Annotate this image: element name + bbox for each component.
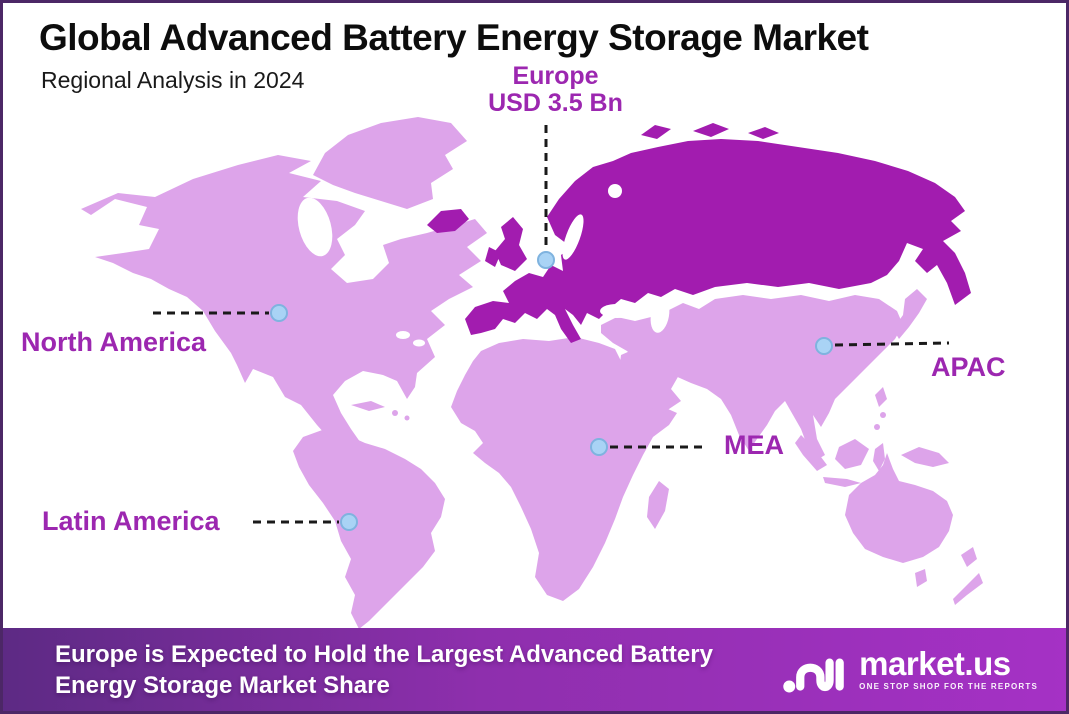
philippines [875,387,887,407]
madagascar [647,481,669,529]
arabian-peninsula [619,347,681,413]
bottom-banner: Europe is Expected to Hold the Largest A… [3,628,1066,711]
caspian-sea [650,297,670,333]
region-label-latin-america: Latin America [42,506,220,536]
ireland [485,247,501,267]
region-europe-russia-highlight [427,123,971,343]
region-label-europe-value: USD 3.5 Bn [488,89,623,117]
region-label-north-america: North America [21,327,207,357]
pin-europe [537,251,555,269]
region-label-europe-name: Europe [512,62,599,90]
region-label-apac: APAC [931,352,1006,382]
japan [893,289,927,339]
banner-text: Europe is Expected to Hold the Largest A… [55,639,713,701]
marketus-logo-name: market.us [859,645,1011,682]
continent-south-america [293,429,445,629]
united-kingdom [495,217,527,271]
hudson-bay [297,197,333,257]
pin-latin-america [340,513,358,531]
marketus-logo-icon [781,643,847,697]
caribbean-islands [351,401,385,411]
continent-australia [845,453,983,605]
banner-text-line1: Europe is Expected to Hold the Largest A… [55,640,713,668]
region-label-mea: MEA [724,430,784,460]
region-label-europe: Europe USD 3.5 Bn [458,63,653,117]
pin-mea [590,438,608,456]
pin-apac [815,337,833,355]
banner-text-line2: Energy Storage Market Share [55,671,390,699]
new-guinea [901,447,949,467]
sumatra [795,435,827,471]
marketus-logo: market.us ONE STOP SHOP FOR THE REPORTS [781,643,1038,697]
pin-north-america [270,304,288,322]
marketus-logo-tagline: ONE STOP SHOP FOR THE REPORTS [859,682,1038,691]
black-sea [600,304,634,318]
baltic-sea [562,214,584,260]
world-map [81,117,983,629]
page-title: Global Advanced Battery Energy Storage M… [39,17,869,58]
continent-greenland [313,117,467,209]
iceland [427,209,469,233]
continent-africa [451,337,677,601]
tasmania [915,569,927,587]
new-zealand [961,547,977,567]
leader-line-apac [834,341,950,347]
marketus-logo-text: market.us ONE STOP SHOP FOR THE REPORTS [859,645,1038,691]
borneo [835,439,869,469]
continent-asia [601,289,949,487]
page-subtitle: Regional Analysis in 2024 [41,67,305,93]
